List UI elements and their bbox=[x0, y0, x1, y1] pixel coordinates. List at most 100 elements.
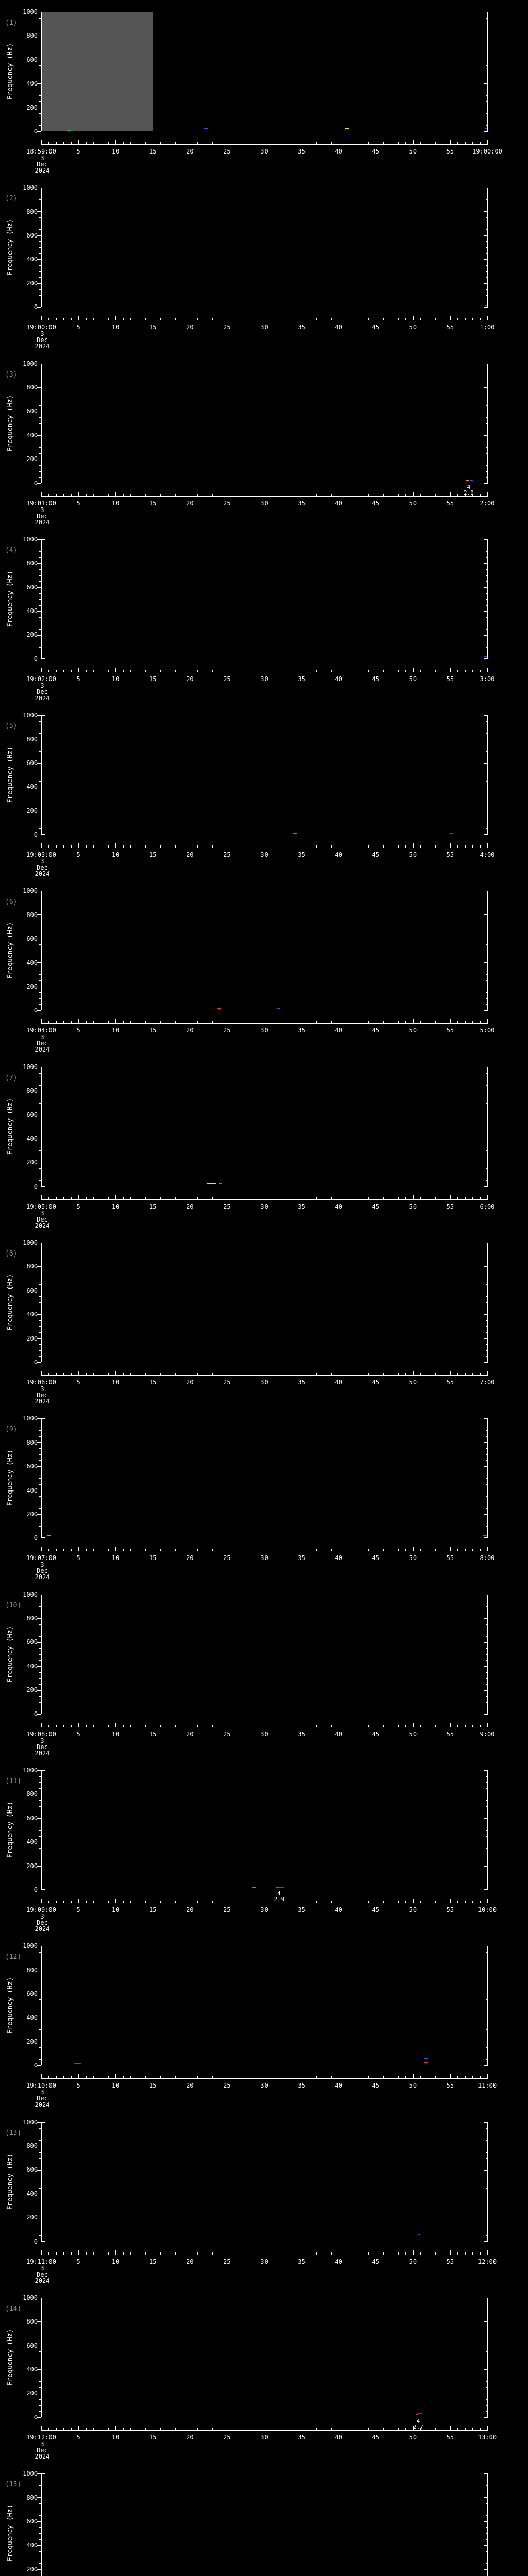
y-tick bbox=[39, 1296, 41, 1297]
y-tick bbox=[39, 101, 41, 102]
x-tick-label: 30 bbox=[260, 499, 268, 507]
x-tick-label: 55 bbox=[446, 1554, 454, 1562]
y-tick-label: 0 bbox=[34, 1534, 38, 1542]
x-tick bbox=[316, 2428, 317, 2430]
y-tick-label: 600 bbox=[26, 408, 38, 415]
event-speck bbox=[484, 304, 488, 306]
event-speck bbox=[418, 2413, 422, 2415]
y-tick bbox=[486, 1636, 488, 1637]
x-tick bbox=[212, 1549, 213, 1551]
x-tick-label: 15 bbox=[149, 1906, 157, 1913]
x-tick bbox=[480, 1724, 481, 1727]
x-tick bbox=[472, 1373, 473, 1376]
x-tick bbox=[331, 318, 332, 320]
y-tick-label: 400 bbox=[26, 2366, 38, 2373]
x-tick bbox=[413, 1195, 414, 1199]
x-tick bbox=[130, 669, 131, 672]
x-tick bbox=[86, 1197, 87, 1199]
date-label: Dec bbox=[37, 2446, 48, 2454]
y-tick bbox=[486, 1684, 488, 1685]
x-tick bbox=[48, 1549, 49, 1551]
x-tick bbox=[398, 1900, 399, 1903]
y-tick bbox=[37, 539, 41, 540]
panel-number-label: (5) bbox=[5, 722, 18, 731]
x-tick-label: 50 bbox=[409, 1906, 417, 1913]
y-tick bbox=[39, 217, 41, 218]
x-tick-label: 10 bbox=[111, 2082, 120, 2090]
x-tick bbox=[398, 669, 399, 672]
x-tick-label: 45 bbox=[372, 324, 380, 331]
x-tick-label: 10 bbox=[111, 1730, 120, 1738]
y-tick-label: 800 bbox=[26, 560, 38, 567]
x-tick bbox=[316, 1724, 317, 1727]
x-tick-label: 20 bbox=[186, 2433, 194, 2441]
x-tick bbox=[160, 2076, 161, 2079]
x-tick bbox=[108, 845, 109, 848]
y-tick bbox=[484, 2417, 488, 2418]
y-tick bbox=[39, 1320, 41, 1321]
x-tick bbox=[123, 2428, 124, 2430]
start-time-label: 19:07:00 bbox=[26, 1554, 56, 1562]
x-tick-label: 20 bbox=[186, 1379, 194, 1386]
x-tick bbox=[413, 2250, 414, 2255]
x-tick bbox=[383, 1021, 384, 1024]
y-tick bbox=[484, 1514, 488, 1515]
x-tick bbox=[316, 1197, 317, 1199]
y-tick bbox=[486, 1430, 488, 1431]
y-tick bbox=[484, 587, 488, 588]
x-tick-label: 20 bbox=[186, 851, 194, 859]
x-tick bbox=[435, 845, 436, 848]
x-tick bbox=[472, 1021, 473, 1024]
x-tick bbox=[130, 2252, 131, 2255]
x-tick-label: 50 bbox=[409, 499, 417, 507]
x-tick-label: 35 bbox=[298, 499, 305, 507]
y-tick bbox=[486, 2405, 488, 2406]
x-tick bbox=[130, 1021, 131, 1024]
y-tick bbox=[39, 1460, 41, 1461]
x-tick bbox=[413, 1898, 414, 1903]
x-tick bbox=[487, 2426, 488, 2430]
x-tick bbox=[86, 1724, 87, 1727]
nodata-gray-block bbox=[41, 12, 153, 131]
date-label: Dec bbox=[37, 688, 48, 696]
y-axis-cap bbox=[484, 658, 487, 659]
y-tick bbox=[37, 259, 41, 260]
x-tick bbox=[368, 1197, 369, 1199]
event-annotation-line: 4 bbox=[277, 1890, 281, 1897]
y-tick-label: 200 bbox=[26, 2389, 38, 2397]
x-tick-label: 5 bbox=[76, 2082, 80, 2090]
x-tick bbox=[123, 1197, 124, 1199]
x-tick bbox=[63, 1549, 64, 1551]
end-time-label: 4:00 bbox=[480, 851, 495, 859]
y-tick bbox=[37, 1714, 41, 1715]
x-tick bbox=[48, 1021, 49, 1024]
x-tick bbox=[130, 318, 131, 320]
x-tick-label: 50 bbox=[409, 675, 417, 683]
x-tick bbox=[413, 316, 414, 320]
x-tick-label: 15 bbox=[149, 324, 157, 331]
x-tick bbox=[480, 142, 481, 144]
x-tick-label: 40 bbox=[335, 1554, 342, 1562]
y-tick bbox=[486, 1508, 488, 1509]
x-tick-label: 35 bbox=[298, 675, 305, 683]
x-tick bbox=[108, 142, 109, 144]
x-tick-label: 45 bbox=[372, 851, 380, 859]
y-tick bbox=[39, 1654, 41, 1655]
y-tick-label: 0 bbox=[34, 479, 38, 487]
x-tick bbox=[465, 2076, 466, 2079]
x-tick bbox=[368, 2428, 369, 2430]
y-tick bbox=[39, 1150, 41, 1151]
x-tick bbox=[145, 2252, 146, 2255]
y-tick bbox=[486, 2533, 488, 2534]
x-tick-label: 40 bbox=[335, 851, 342, 859]
y-tick-label: 400 bbox=[26, 783, 38, 791]
x-tick-label: 25 bbox=[223, 1202, 231, 1210]
x-tick-label: 5 bbox=[76, 1730, 80, 1738]
x-tick bbox=[383, 845, 384, 848]
y-tick-label: 1000 bbox=[23, 8, 38, 15]
x-tick bbox=[457, 1197, 458, 1199]
x-tick bbox=[123, 1549, 124, 1551]
x-tick bbox=[175, 1373, 176, 1376]
x-tick bbox=[331, 1197, 332, 1199]
y-tick bbox=[39, 781, 41, 782]
